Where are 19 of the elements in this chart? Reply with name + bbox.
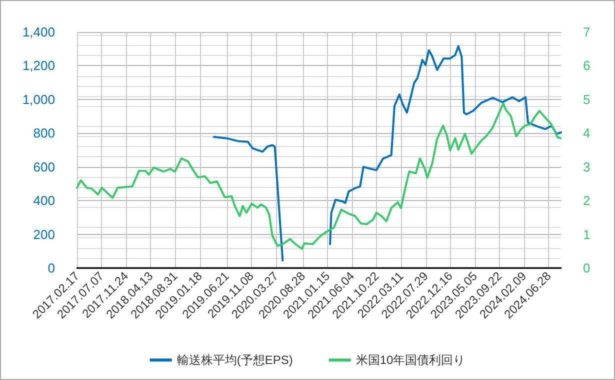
y2-tick-label: 6 bbox=[583, 58, 590, 74]
y-tick-label: 400 bbox=[33, 193, 55, 208]
y2-tick-label: 0 bbox=[583, 260, 590, 276]
y2-tick-label: 4 bbox=[583, 126, 590, 141]
y2-tick-label: 3 bbox=[583, 159, 590, 174]
legend-label: 輸送株平均(予想EPS) bbox=[176, 353, 293, 367]
line-series bbox=[76, 102, 562, 250]
y-tick-label: 800 bbox=[33, 126, 55, 141]
y2-tick-label: 2 bbox=[583, 193, 590, 208]
y-tick-label: 1,200 bbox=[22, 58, 55, 74]
y-tick-label: 0 bbox=[48, 260, 55, 276]
y2-tick-label: 5 bbox=[583, 92, 590, 107]
y2-tick-label: 7 bbox=[583, 24, 590, 40]
legend-label: 米国10年国債利回り bbox=[356, 353, 466, 367]
y-tick-label: 1,400 bbox=[22, 24, 55, 40]
y-tick-label: 600 bbox=[33, 159, 55, 174]
y2-tick-label: 1 bbox=[583, 226, 590, 242]
y-tick-label: 1,000 bbox=[22, 92, 55, 107]
y-tick-label: 200 bbox=[33, 226, 55, 242]
